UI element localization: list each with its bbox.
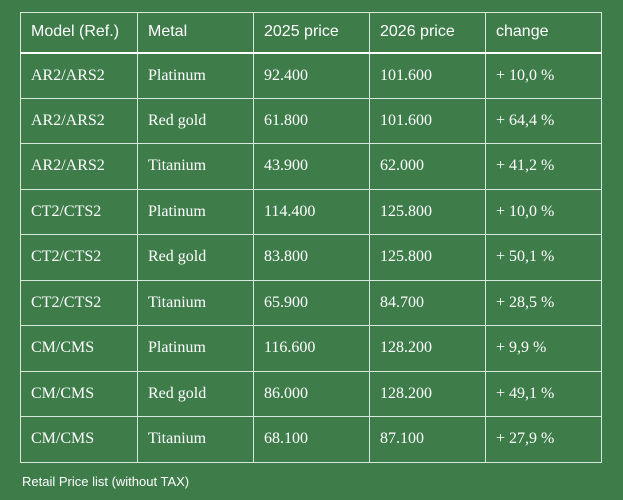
cell-model: CT2/CTS2 xyxy=(20,188,138,235)
cell-2026-price: 84.700 xyxy=(369,279,486,326)
cell-2026-price: 87.100 xyxy=(369,416,486,463)
cell-change: + 41,2 % xyxy=(485,143,602,190)
header-metal: Metal xyxy=(137,12,254,54)
cell-2025-price: 43.900 xyxy=(253,143,370,190)
cell-metal: Titanium xyxy=(137,279,254,326)
cell-metal: Red gold xyxy=(137,234,254,281)
cell-change: + 64,4 % xyxy=(485,97,602,144)
table-row: CT2/CTS2 Platinum 114.400 125.800 + 10,0… xyxy=(20,188,602,235)
table-row: AR2/ARS2 Titanium 43.900 62.000 + 41,2 % xyxy=(20,143,602,190)
table-header: Model (Ref.) Metal 2025 price 2026 price… xyxy=(20,12,602,54)
cell-model: CT2/CTS2 xyxy=(20,234,138,281)
cell-model: AR2/ARS2 xyxy=(20,52,138,99)
cell-2025-price: 65.900 xyxy=(253,279,370,326)
cell-metal: Titanium xyxy=(137,143,254,190)
header-2025-price: 2025 price xyxy=(253,12,370,54)
cell-2025-price: 83.800 xyxy=(253,234,370,281)
cell-2026-price: 125.800 xyxy=(369,234,486,281)
table-caption: Retail Price list (without TAX) xyxy=(22,474,190,489)
cell-2025-price: 114.400 xyxy=(253,188,370,235)
cell-change: + 27,9 % xyxy=(485,416,602,463)
cell-metal: Platinum xyxy=(137,52,254,99)
cell-change: + 9,9 % xyxy=(485,325,602,372)
cell-2025-price: 92.400 xyxy=(253,52,370,99)
cell-2026-price: 128.200 xyxy=(369,370,486,417)
table-row: CT2/CTS2 Red gold 83.800 125.800 + 50,1 … xyxy=(20,234,602,281)
cell-metal: Red gold xyxy=(137,97,254,144)
header-row: Model (Ref.) Metal 2025 price 2026 price… xyxy=(20,12,602,54)
table-row: AR2/ARS2 Red gold 61.800 101.600 + 64,4 … xyxy=(20,97,602,144)
cell-change: + 10,0 % xyxy=(485,52,602,99)
header-2026-price: 2026 price xyxy=(369,12,486,54)
cell-change: + 49,1 % xyxy=(485,370,602,417)
cell-model: AR2/ARS2 xyxy=(20,97,138,144)
cell-change: + 28,5 % xyxy=(485,279,602,326)
cell-change: + 10,0 % xyxy=(485,188,602,235)
cell-metal: Platinum xyxy=(137,188,254,235)
table-row: CT2/CTS2 Titanium 65.900 84.700 + 28,5 % xyxy=(20,279,602,326)
header-model: Model (Ref.) xyxy=(20,12,138,54)
cell-change: + 50,1 % xyxy=(485,234,602,281)
cell-metal: Titanium xyxy=(137,416,254,463)
cell-2026-price: 62.000 xyxy=(369,143,486,190)
cell-2026-price: 125.800 xyxy=(369,188,486,235)
cell-2026-price: 101.600 xyxy=(369,97,486,144)
cell-metal: Platinum xyxy=(137,325,254,372)
price-table: Model (Ref.) Metal 2025 price 2026 price… xyxy=(20,12,602,463)
cell-model: AR2/ARS2 xyxy=(20,143,138,190)
cell-metal: Red gold xyxy=(137,370,254,417)
cell-model: CM/CMS xyxy=(20,370,138,417)
cell-2025-price: 61.800 xyxy=(253,97,370,144)
cell-model: CM/CMS xyxy=(20,325,138,372)
cell-2026-price: 101.600 xyxy=(369,52,486,99)
table-body: AR2/ARS2 Platinum 92.400 101.600 + 10,0 … xyxy=(20,52,602,463)
cell-2026-price: 128.200 xyxy=(369,325,486,372)
cell-2025-price: 68.100 xyxy=(253,416,370,463)
cell-model: CT2/CTS2 xyxy=(20,279,138,326)
cell-2025-price: 116.600 xyxy=(253,325,370,372)
table-row: CM/CMS Platinum 116.600 128.200 + 9,9 % xyxy=(20,325,602,372)
table-row: CM/CMS Titanium 68.100 87.100 + 27,9 % xyxy=(20,416,602,463)
header-change: change xyxy=(485,12,602,54)
table-row: CM/CMS Red gold 86.000 128.200 + 49,1 % xyxy=(20,370,602,417)
cell-2025-price: 86.000 xyxy=(253,370,370,417)
table-row: AR2/ARS2 Platinum 92.400 101.600 + 10,0 … xyxy=(20,52,602,99)
cell-model: CM/CMS xyxy=(20,416,138,463)
